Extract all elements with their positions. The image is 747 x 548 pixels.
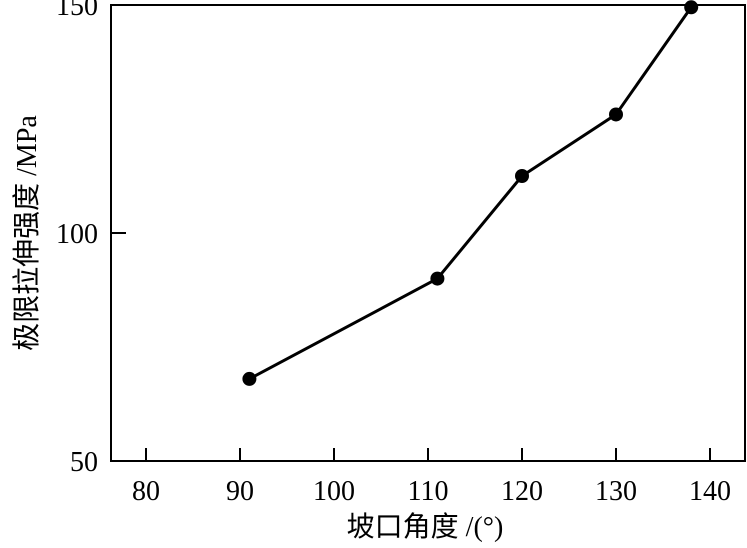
x-tick-label: 140 [689, 476, 731, 507]
y-tick-label: 50 [70, 447, 98, 478]
data-point [242, 371, 257, 386]
x-tick-label: 110 [408, 476, 449, 507]
x-tick-label: 120 [501, 476, 543, 507]
x-tick-label: 130 [595, 476, 637, 507]
x-tick-label: 100 [313, 476, 355, 507]
x-tick-label: 80 [132, 476, 160, 507]
data-point [430, 271, 445, 286]
data-point [684, 0, 699, 15]
x-tick-label: 90 [226, 476, 254, 507]
data-point [515, 169, 529, 183]
data-point [609, 107, 623, 122]
y-tick-label: 100 [56, 219, 98, 250]
y-tick-label: 150 [56, 0, 98, 22]
x-axis-label: 坡口角度 /(°) [347, 511, 504, 543]
plot-frame [110, 4, 746, 462]
series-line [248, 6, 693, 381]
y-axis-label: 极限拉伸强度 /MPa [11, 115, 43, 351]
